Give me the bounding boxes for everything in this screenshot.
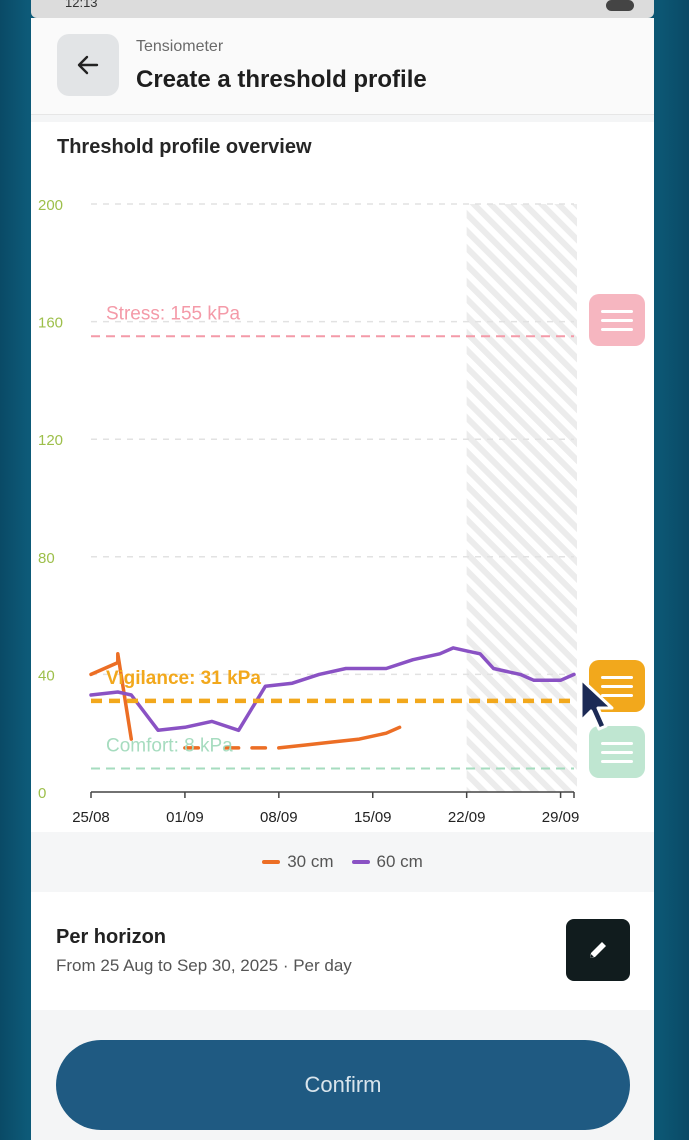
overview-card: Threshold profile overview 0 40 80 120 160 20… xyxy=(31,122,654,832)
pencil-icon xyxy=(590,942,606,958)
x-tick-label: 25/08 xyxy=(72,809,110,826)
y-tick-label: 200 xyxy=(38,197,63,214)
app-header: Tensiometer Create a threshold profile xyxy=(31,18,654,115)
forecast-area xyxy=(466,204,577,792)
x-tick-label: 01/09 xyxy=(166,809,204,826)
chart-legend: 30 cm 60 cm xyxy=(31,832,654,892)
series-line-30-cm xyxy=(277,725,402,750)
mouse-pointer-icon xyxy=(579,677,614,731)
legend-item-30cm: 30 cm xyxy=(262,852,334,872)
arrow-left-icon xyxy=(77,55,99,75)
status-time: 12:13 xyxy=(65,0,98,10)
app-screen: Tensiometer Create a threshold profile T… xyxy=(31,18,654,1140)
y-tick-label: 0 xyxy=(38,785,46,802)
y-tick-label: 120 xyxy=(38,432,63,449)
x-tick-label: 29/09 xyxy=(542,809,580,826)
back-button[interactable] xyxy=(57,34,119,96)
legend-label: 60 cm xyxy=(376,852,423,871)
y-tick-label: 160 xyxy=(38,315,63,332)
legend-swatch-30cm xyxy=(262,860,281,864)
comfort-threshold-handle[interactable] xyxy=(589,726,645,778)
x-tick-label: 15/09 xyxy=(354,809,392,826)
legend-item-60cm: 60 cm xyxy=(351,852,423,872)
edit-horizon-button[interactable] xyxy=(566,919,630,981)
legend-label: 30 cm xyxy=(287,852,334,871)
legend-swatch-60cm xyxy=(351,860,370,864)
stress-threshold-handle[interactable] xyxy=(589,294,645,346)
series-line-30-cm xyxy=(89,652,134,741)
horizon-subtitle: From 25 Aug to Sep 30, 2025 · Per day xyxy=(56,956,352,975)
header-subtitle: Tensiometer xyxy=(136,38,224,55)
vigilance-threshold-label: Vigilance: 31 kPa xyxy=(106,668,261,689)
comfort-threshold-label: Comfort: 8 kPa xyxy=(106,735,233,756)
horizon-title: Per horizon xyxy=(56,926,167,948)
series-line-60-cm xyxy=(89,646,576,733)
y-tick-label: 40 xyxy=(38,667,55,684)
y-tick-label: 80 xyxy=(38,550,55,567)
stress-threshold-label: Stress: 155 kPa xyxy=(106,303,241,324)
status-bar: 12:13 xyxy=(31,0,654,18)
vigilance-threshold-handle[interactable] xyxy=(589,660,645,712)
confirm-button[interactable]: Confirm xyxy=(56,1040,630,1130)
x-tick-label: 22/09 xyxy=(448,809,486,826)
page-title: Create a threshold profile xyxy=(136,66,427,93)
battery-icon xyxy=(606,0,634,11)
card-title: Threshold profile overview xyxy=(57,136,312,158)
horizon-section: Per horizon From 25 Aug to Sep 30, 2025 … xyxy=(31,892,654,1010)
threshold-chart: 0 40 80 120 160 200 25/08 01/09 08/09 15/09 22/09 2… xyxy=(38,197,580,826)
x-tick-label: 08/09 xyxy=(260,809,298,826)
